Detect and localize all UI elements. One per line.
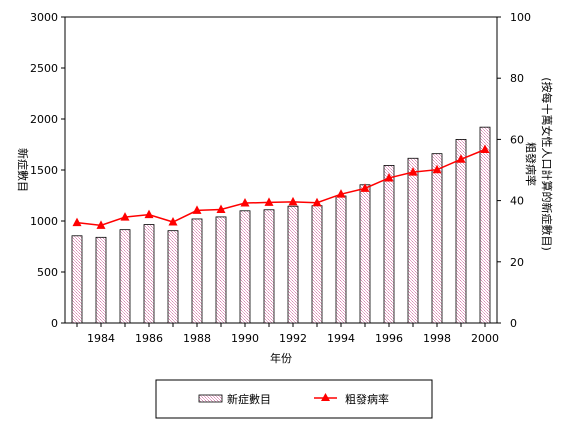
bar-1998 [431, 153, 443, 324]
x-tick-label: 1990 [231, 332, 259, 345]
bar-1997 [407, 157, 419, 324]
bar-1992 [287, 205, 299, 324]
legend-bar-swatch [198, 394, 223, 403]
rate-point-1991 [264, 197, 274, 206]
y-left-tick-label: 1000 [30, 215, 58, 228]
bar-1994 [335, 195, 347, 324]
x-tick-label: 1994 [327, 332, 355, 345]
y-right-title-line-1: 粗發病率 [524, 142, 538, 186]
y-left-tick-label: 0 [51, 317, 58, 330]
bar-1989 [215, 216, 227, 324]
x-tick-label: 1984 [87, 332, 115, 345]
y-right-tick-label: 80 [510, 72, 524, 85]
y-right-tick-label: 40 [510, 195, 524, 208]
rate-point-1990 [240, 198, 250, 207]
bar-1986 [143, 224, 155, 324]
x-tick-label: 1998 [423, 332, 451, 345]
x-tick-label: 1988 [183, 332, 211, 345]
plot-area [64, 16, 498, 324]
x-axis-title: 年份 [270, 351, 292, 365]
y-left-tick-label: 500 [37, 266, 58, 279]
rate-point-1995 [360, 183, 370, 192]
rate-point-1992 [288, 196, 298, 206]
rate-point-1983 [72, 217, 82, 227]
y-axis-left-title: 新症數目 [16, 148, 30, 192]
rate-point-1998 [432, 164, 442, 174]
rate-point-1996 [384, 172, 394, 182]
legend-bar-label: 新症數目 [227, 392, 271, 406]
rate-point-1997 [408, 167, 418, 176]
y-axis-right-title: 粗發病率 (按每十萬女性人口計算的新症數目) [524, 77, 554, 251]
rate-point-1987 [168, 217, 178, 226]
x-tick-label: 1992 [279, 332, 307, 345]
rate-point-1994 [336, 189, 346, 198]
y-left-tick-label: 3000 [30, 11, 58, 24]
axes: 0 500 1000 1500 2000 2500 3000 0 20 40 60 80 100 1984… [30, 11, 531, 345]
legend-box [155, 379, 433, 419]
rate-point-2000 [480, 144, 490, 153]
bar-1985 [119, 229, 131, 324]
y-left-tick-label: 1500 [30, 164, 58, 177]
y-right-title-line-2: (按每十萬女性人口計算的新症數目) [540, 77, 554, 251]
legend: 新症數目 粗發病率 [155, 379, 433, 419]
rate-point-1988 [192, 205, 202, 214]
rate-point-1999 [456, 154, 466, 163]
y-left-tick-label: 2500 [30, 62, 58, 75]
legend-line-label: 粗發病率 [345, 392, 389, 406]
y-right-tick-label: 100 [510, 11, 531, 24]
legend-line-marker [321, 393, 330, 401]
x-tick-label: 1986 [135, 332, 163, 345]
rate-point-1993 [312, 197, 322, 207]
bar-1983 [71, 235, 83, 324]
y-right-tick-label: 20 [510, 256, 524, 269]
bar-1990 [239, 210, 251, 324]
rate-point-1985 [120, 212, 130, 221]
bar-1987 [167, 230, 179, 324]
bar-1996 [383, 165, 395, 324]
bar-1988 [191, 218, 203, 324]
line-markers [72, 144, 490, 229]
bar-1991 [263, 209, 275, 324]
rate-point-1986 [144, 209, 154, 219]
bar-1995 [359, 184, 371, 324]
x-tick-label: 2000 [471, 332, 499, 345]
rate-point-1989 [216, 204, 226, 213]
rate-point-1984 [96, 220, 106, 229]
y-right-tick-label: 0 [510, 317, 517, 330]
y-left-tick-label: 2000 [30, 113, 58, 126]
bar-1999 [455, 138, 467, 324]
rate-line [76, 148, 486, 227]
bar-1984 [95, 236, 107, 324]
line-series [76, 148, 486, 227]
x-tick-label: 1996 [375, 332, 403, 345]
y-right-tick-label: 60 [510, 133, 524, 146]
bar-2000 [479, 126, 491, 324]
bar-1993 [311, 205, 323, 324]
